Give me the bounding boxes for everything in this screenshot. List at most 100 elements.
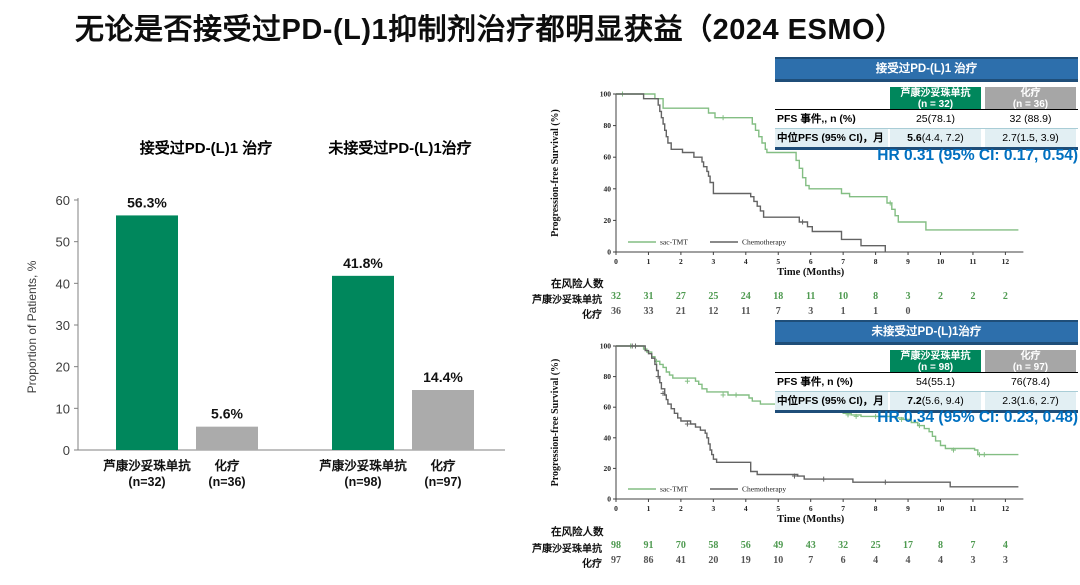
empty-cell (775, 350, 888, 372)
km-y-tick: 100 (600, 342, 612, 351)
km-x-tick: 7 (841, 257, 845, 266)
table-row: 中位PFS (95% CI)，月 5.6(4.4, 7.2) 2.7(1.5, … (775, 128, 1078, 147)
at-risk-value: 27 (675, 291, 686, 302)
value-rest: 54(55.1) (915, 376, 956, 388)
at-risk-table-nonprior: 在风险人数 芦康沙妥珠单抗 98 91 70 58 56 49 43 32 25 17 8 7 4 化疗 97 8… (532, 524, 1080, 570)
table-gap (775, 82, 1078, 87)
pfs-table-prior-body: 芦康沙妥珠单抗 (n = 32) 化疗 (n = 36) PFS 事件,, n … (775, 87, 1078, 150)
at-risk-value: 2 (938, 291, 943, 302)
at-risk-value: 36 (611, 306, 621, 317)
km-x-tick: 5 (776, 257, 780, 266)
km-x-tick: 8 (874, 504, 878, 513)
pfs-table-nonprior-title: 未接受过PD-(L)1治疗 (775, 320, 1078, 345)
at-risk-value: 21 (675, 306, 686, 317)
at-risk-value: 4 (873, 555, 879, 566)
hr-annotation-prior: HR 0.31 (95% CI: 0.17, 0.54) (877, 147, 1078, 164)
bar-category-label: 化疗 (214, 458, 240, 473)
bar-category-label: (n=97) (424, 475, 461, 489)
km-x-tick: 11 (969, 257, 976, 266)
km-y-tick: 20 (604, 216, 612, 225)
table-row: PFS 事件, n (%) 54(55.1) 76(78.4) (775, 373, 1078, 391)
at-risk-title: 在风险人数 (551, 278, 604, 290)
at-risk-row-label: 芦康沙妥珠单抗 (532, 544, 602, 555)
row-label: PFS 事件, n (%) (777, 376, 853, 388)
row-label: 中位PFS (95% CI)，月 (777, 395, 884, 407)
drug-n: (n = 32) (917, 99, 954, 110)
bar-category-label: 芦康沙妥珠单抗 (319, 458, 407, 473)
at-risk-value: 3 (970, 555, 976, 566)
at-risk-value: 24 (740, 291, 751, 302)
column-header-row: 芦康沙妥珠单抗 (n = 98) 化疗 (n = 97) (775, 350, 1078, 373)
at-risk-value: 0 (905, 306, 911, 317)
table-row: 中位PFS (95% CI)，月 7.2(5.6, 9.4) 2.3(1.6, … (775, 391, 1078, 410)
at-risk-value: 20 (708, 555, 719, 566)
legend-label: Chemotherapy (742, 238, 786, 247)
bar-category-label: (n=98) (344, 475, 381, 489)
at-risk-value: 10 (838, 291, 849, 302)
at-risk-value: 3 (905, 291, 911, 302)
at-risk-value: 3 (808, 306, 814, 317)
km-y-tick: 40 (604, 433, 612, 442)
at-risk-value: 4 (905, 555, 911, 566)
drug-column-header: 芦康沙妥珠单抗 (n = 32) (888, 87, 983, 110)
bar-y-tick: 40 (56, 276, 70, 291)
at-risk-value: 31 (643, 291, 654, 302)
at-risk-row: 化疗 36 33 21 12 11 7 3 1 1 0 (545, 306, 1080, 321)
km-y-tick: 0 (607, 248, 611, 257)
at-risk-row-label: 芦康沙妥珠单抗 (532, 295, 602, 306)
at-risk-row-label: 化疗 (582, 310, 602, 321)
chemo-value: 2.7(1.5, 3.9) (983, 129, 1078, 147)
chemo-value: 32 (88.9) (983, 110, 1078, 128)
bar-value-label: 5.6% (211, 406, 243, 422)
bar-y-tick: 30 (56, 318, 70, 333)
km-x-tick: 0 (614, 504, 618, 513)
km-x-tick: 11 (969, 504, 976, 513)
at-risk-row-label: 化疗 (582, 559, 602, 570)
at-risk-value: 33 (643, 306, 654, 317)
at-risk-value: 7 (775, 306, 781, 317)
km-x-tick: 10 (937, 257, 945, 266)
at-risk-value: 32 (611, 291, 621, 302)
km-y-tick: 40 (604, 184, 612, 193)
km-x-tick: 12 (1002, 504, 1010, 513)
pfs-table-prior: 接受过PD-(L)1 治疗 芦康沙妥珠单抗 (n = 32) 化疗 (n = 3… (775, 57, 1078, 150)
km-y-axis-label: Progression-free Survival (%) (550, 109, 561, 237)
bar-chart-panel: 接受过PD-(L)1 治疗 未接受过PD-(L)1治疗 0 10 20 30 40 50 6… (20, 95, 535, 515)
pfs-table-nonprior: 未接受过PD-(L)1治疗 芦康沙妥珠单抗 (n = 98) 化疗 (n = 9… (775, 320, 1078, 413)
row-label: PFS 事件,, n (%) (777, 113, 856, 125)
km-x-tick: 9 (906, 504, 910, 513)
bar-y-tick: 50 (56, 235, 70, 250)
at-risk-value: 8 (938, 540, 943, 551)
drug-value: 7.2(5.6, 9.4) (888, 392, 983, 410)
km-x-tick: 2 (679, 504, 683, 513)
bar-category-label: (n=32) (128, 475, 165, 489)
legend-label: sac-TMT (660, 485, 688, 494)
at-risk-value: 91 (643, 540, 654, 551)
at-risk-value: 43 (805, 540, 816, 551)
bar-category-label: 芦康沙妥珠单抗 (103, 458, 191, 473)
at-risk-value: 19 (740, 555, 751, 566)
km-x-tick: 9 (906, 257, 910, 266)
drug-name: 芦康沙妥珠单抗 (900, 351, 971, 362)
at-risk-value: 18 (773, 291, 784, 302)
legend-label: sac-TMT (660, 238, 688, 247)
bar-category-label: (n=36) (208, 475, 245, 489)
chemo-column-header: 化疗 (n = 97) (983, 350, 1078, 373)
at-risk-title: 在风险人数 (551, 526, 604, 538)
km-x-tick: 5 (776, 504, 780, 513)
km-x-tick: 12 (1002, 257, 1010, 266)
chemo-value: 2.3(1.6, 2.7) (983, 392, 1078, 410)
chemo-column-header: 化疗 (n = 36) (983, 87, 1078, 110)
chemo-name: 化疗 (1020, 88, 1041, 99)
drug-value: 25(78.1) (888, 110, 983, 128)
at-risk-value: 86 (643, 555, 654, 566)
km-x-tick: 0 (614, 257, 618, 266)
bar-category-label: 化疗 (430, 458, 456, 473)
at-risk-table-prior: 在风险人数 芦康沙妥珠单抗 32 31 27 25 24 18 11 10 8 3 2 2 2 化疗 36 33 2… (532, 276, 1080, 322)
at-risk-value: 17 (903, 540, 914, 551)
at-risk-row: 芦康沙妥珠单抗 98 91 70 58 56 49 43 32 25 17 8 7 4 (532, 540, 1080, 555)
bar-value-label: 14.4% (423, 369, 463, 385)
